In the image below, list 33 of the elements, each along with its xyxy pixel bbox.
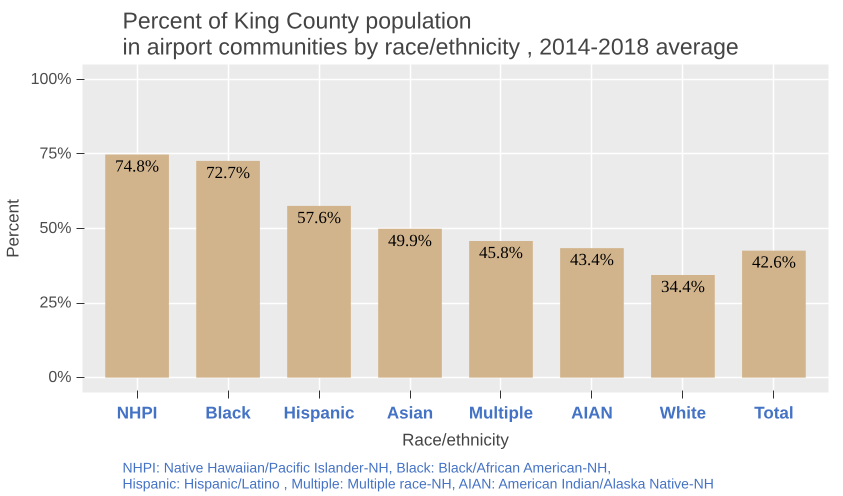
- x-tick-label: NHPI: [116, 404, 158, 422]
- bar: [651, 275, 715, 378]
- y-tick-label: 100%: [30, 70, 72, 88]
- data-label: 34.4%: [660, 277, 705, 296]
- x-tick-label: Multiple: [468, 404, 534, 422]
- x-tick-label: White: [660, 404, 706, 422]
- x-tick-label: Total: [754, 404, 794, 422]
- bar: [742, 250, 806, 378]
- text: NHPI: Native Hawaiian/Pacific Islander-NH, Black: Black/African American-NH, Hispanic: Hispanic/Latino , Multiple: Multiple race-NH, AIAN: American Indian/Alaska Native-NH: [122, 460, 714, 492]
- x-tick-label: Asian: [386, 404, 434, 422]
- bar: [560, 248, 624, 378]
- bar: [105, 154, 169, 378]
- data-label: 57.6%: [297, 208, 342, 227]
- data-label: 45.8%: [479, 243, 523, 262]
- x-tick-label: Black: [205, 404, 252, 422]
- bar: [469, 241, 533, 378]
- x-tick-label: Hispanic: [284, 404, 354, 422]
- data-label: 72.7%: [206, 162, 250, 182]
- y-tick-label: 50%: [39, 220, 72, 237]
- y-tick-label: 25%: [39, 294, 72, 312]
- data-label: 49.9%: [388, 230, 432, 250]
- bar: [196, 160, 260, 378]
- data-label: 74.8%: [115, 156, 160, 176]
- data-label: 43.4%: [570, 250, 614, 270]
- chart-title: Percent of King County population in airport communities by race/ethnicity , 2014-2018 average: [122, 8, 739, 60]
- y-tick-label: 0%: [48, 369, 72, 386]
- data-label: 42.6%: [752, 252, 796, 272]
- y-tick-label: 75%: [39, 145, 72, 162]
- x-tick-label: AIAN: [571, 404, 613, 422]
- x-axis-title: Race/ethnicity: [402, 430, 510, 450]
- bar: [378, 228, 442, 378]
- bar: [287, 206, 351, 378]
- y-axis-title: Percent: [4, 198, 23, 258]
